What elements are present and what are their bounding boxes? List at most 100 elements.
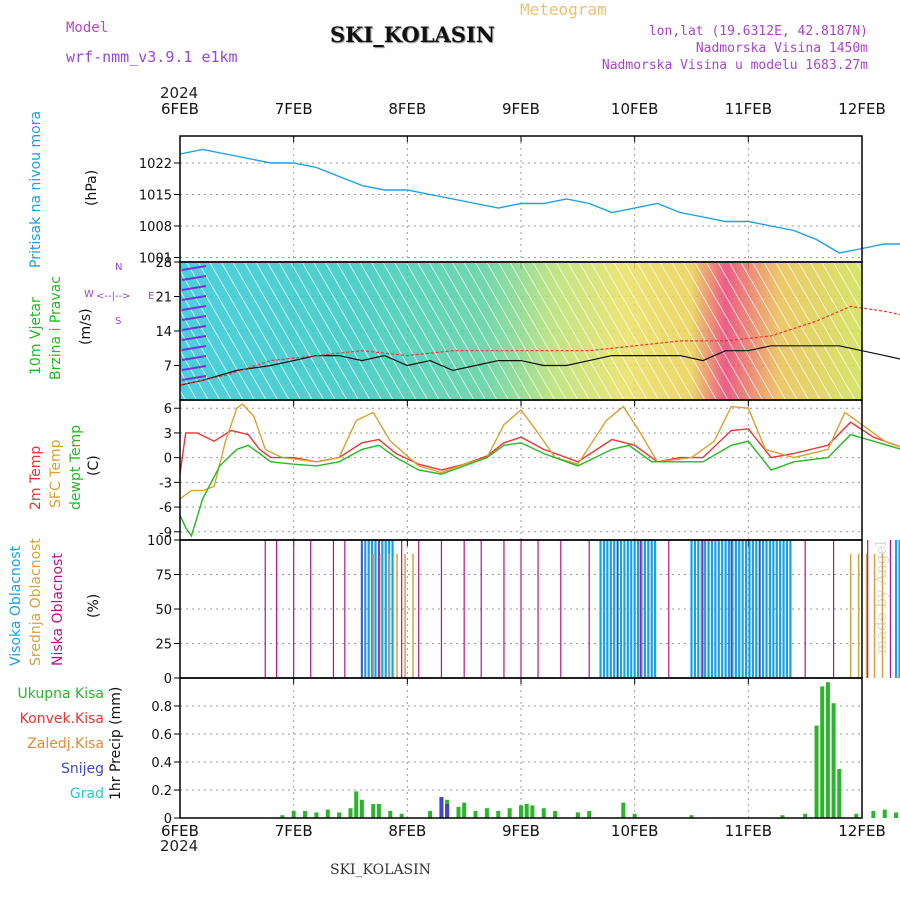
x-date-label-bottom: 9FEB (502, 822, 540, 840)
precip-bar (854, 813, 859, 818)
compass-e: E (148, 291, 155, 302)
x-date-label-bottom: 10FEB (611, 822, 658, 840)
precip-bar (428, 811, 433, 818)
wind-barb-purple (181, 305, 207, 311)
precip-bar (553, 811, 558, 818)
panel-frame (179, 677, 863, 819)
y-tick-label: 75 (155, 569, 172, 584)
precip-bar (780, 815, 785, 818)
precip-bar (507, 808, 512, 818)
y-tick-label: 1008 (139, 220, 172, 235)
precip-bar (348, 808, 353, 818)
compass-w: W (84, 289, 94, 300)
legend-conv-rain: Konvek.Kisa (19, 711, 104, 727)
x-date-label-bottom: 11FEB (725, 822, 772, 840)
model-label: Model (66, 20, 108, 36)
precip-bar (439, 797, 444, 818)
x-date-label-top: 11FEB (725, 100, 772, 118)
legend-total-rain: Ukupna Kisa (17, 686, 104, 702)
elevation-text: Nadmorska Visina 1450m (695, 41, 868, 56)
x-date-label-bottom: 7FEB (275, 822, 313, 840)
precip-bar (354, 791, 359, 818)
precip-bar (894, 812, 899, 818)
y-tick-label: 6 (164, 402, 172, 417)
precip-bar (519, 805, 523, 818)
y-tick-label: -6 (159, 501, 172, 516)
precip-bar (831, 703, 836, 818)
model-elevation-text: Nadmorska Visina u modelu 1683.27m (601, 58, 868, 73)
precip-bar (337, 812, 342, 818)
y-tick-label: 1001 (139, 252, 172, 267)
wind-barb-purple (181, 375, 207, 381)
series-line-2-1 (179, 403, 900, 500)
precip-bar (541, 808, 546, 818)
precip-bar (473, 811, 478, 818)
precip-bar (825, 682, 830, 818)
y-tick-label: 0.4 (151, 756, 172, 771)
precip-bar (359, 799, 364, 818)
x-date-label-top: 10FEB (611, 100, 658, 118)
wind-barb-purple (181, 265, 207, 271)
y-tick-label: 0.6 (151, 728, 172, 743)
model-label-text: Model (66, 20, 109, 36)
precip-bar (399, 813, 404, 818)
precip-bar (325, 809, 330, 818)
y-tick-label: 14 (155, 325, 172, 340)
wind-barb-purple (181, 315, 207, 321)
precip-bar (632, 813, 637, 818)
x-date-label-bottom: 6FEB (161, 822, 199, 840)
precip-bar (575, 812, 580, 818)
precip-bar (280, 815, 285, 818)
compass-n: N (115, 262, 123, 273)
wind-barb-purple (181, 275, 207, 281)
wind-barb-overlay (180, 263, 862, 399)
station-title: SKI_KOLASIN (330, 22, 495, 47)
x-date-label-top: 8FEB (388, 100, 426, 118)
year-top: 2024 (160, 84, 199, 102)
panel-frame (179, 399, 863, 541)
y-tick-label: 28 (155, 256, 172, 271)
series-line-2-2 (179, 433, 900, 538)
y-tick-label: 3 (164, 427, 172, 442)
precip-bar (689, 815, 694, 818)
precip-bar (814, 725, 819, 818)
legend-hail: Grad (69, 786, 104, 802)
y-tick-label: 0 (164, 452, 172, 467)
precip-bar (621, 802, 626, 818)
y-tick-label: 0.2 (151, 784, 172, 799)
precip-bar (314, 812, 319, 818)
legend-frozen-rain: Zaledj.Kisa (27, 736, 104, 752)
y-tick-label: 1015 (139, 189, 172, 204)
precip-bar (376, 804, 381, 818)
y-tick-label: 0 (164, 812, 172, 827)
precip-bar (803, 813, 808, 818)
y-tick-label: 0 (164, 672, 172, 687)
precip-bar (587, 811, 592, 818)
y-tick-label: 1022 (139, 157, 172, 172)
y-tick-label: 21 (155, 291, 172, 306)
precip-bar (456, 806, 461, 818)
precip-bar (530, 805, 535, 818)
precip-bar (371, 804, 376, 818)
series-line-1-1 (179, 305, 900, 386)
year-bottom: 2024 (160, 837, 199, 855)
wind-barb-purple (181, 325, 207, 331)
precip-bar (445, 804, 450, 818)
model-value: wrf-nmm_v3.9.1 e1km (66, 48, 238, 66)
y-tick-label: 25 (155, 638, 172, 653)
footer-station: SKI_KOLASIN (330, 862, 431, 878)
wind-barb-purple (181, 335, 207, 341)
legend-snow: Snijeg (60, 761, 104, 777)
x-date-label-bottom: 8FEB (388, 822, 426, 840)
precip-bar (882, 809, 887, 818)
precip-bar (462, 802, 467, 818)
y-tick-label: -9 (159, 526, 172, 541)
x-date-label-top: 7FEB (275, 100, 313, 118)
precip-bar (291, 811, 296, 818)
precip-bar (496, 811, 501, 818)
wind-barb-purple (181, 355, 207, 361)
precip-bar (388, 811, 393, 818)
wind-barb-purple (181, 345, 207, 351)
y-tick-label: 0.8 (151, 700, 172, 715)
